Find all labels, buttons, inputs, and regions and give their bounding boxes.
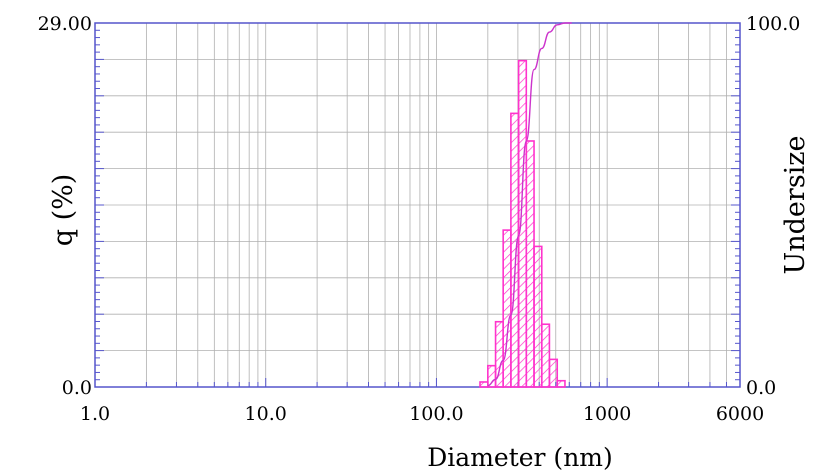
axis-ticks	[94, 22, 741, 388]
y-axis-right-label: Undersize	[780, 135, 811, 274]
y-axis-left-label: q (%)	[48, 174, 79, 247]
histogram-bar-6	[525, 140, 535, 388]
histogram-bars	[479, 59, 566, 388]
tick-labels: 1.0 10.0 100.0 1000 6000 0.0 29.00 0.0 100.0	[38, 13, 801, 425]
y-left-tick-label: 29.00	[38, 13, 92, 35]
histogram-bar-7	[533, 245, 543, 388]
histogram-bar-1	[487, 364, 497, 388]
y-right-tick-label: 0.0	[746, 377, 776, 399]
x-tick-label: 6000	[716, 403, 764, 425]
undersize-curve	[487, 22, 572, 387]
histogram-bar-10	[556, 379, 566, 388]
y-left-tick-label: 0.0	[62, 377, 92, 399]
x-tick-label: 10.0	[245, 403, 287, 425]
histogram-bar-4	[510, 112, 520, 388]
x-tick-label: 100.0	[409, 403, 463, 425]
y-right-tick-label: 100.0	[746, 13, 800, 35]
histogram-bar-9	[548, 358, 559, 388]
histogram-bar-3	[502, 229, 512, 388]
x-tick-label: 1.0	[80, 403, 110, 425]
x-tick-label: 1000	[583, 403, 631, 425]
histogram-bar-2	[494, 320, 504, 388]
x-axis-label: Diameter (nm)	[427, 443, 613, 472]
histogram-bar-5	[517, 59, 528, 388]
plot-grid	[95, 23, 740, 387]
histogram-bar-8	[540, 323, 551, 388]
histogram-bar-0	[479, 381, 489, 388]
